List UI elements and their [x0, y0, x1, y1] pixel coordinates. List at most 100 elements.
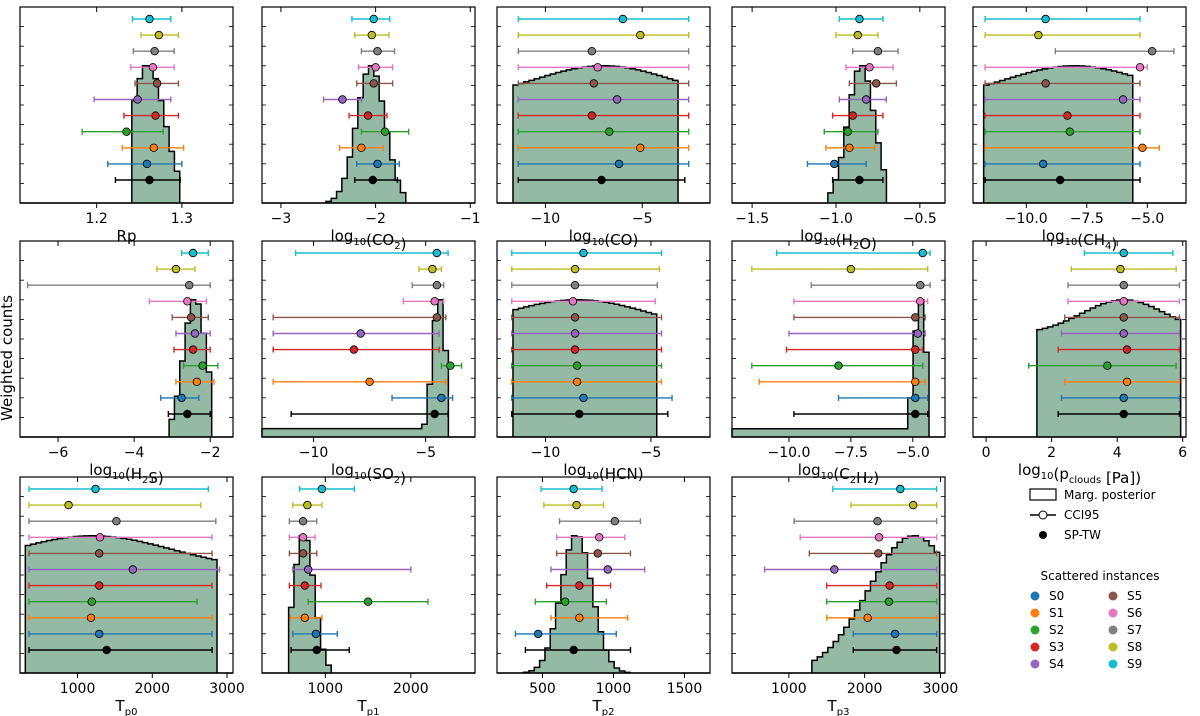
estimate-SP-TW-8 — [793, 409, 929, 419]
estimate-S1-4 — [984, 143, 1161, 152]
legend-instance-S9: S9 — [1108, 657, 1142, 671]
estimate-S1-2 — [517, 143, 690, 152]
estimate-S5-3 — [848, 79, 898, 88]
estimate-S1-0 — [121, 143, 185, 152]
posterior-fill-3 — [732, 65, 945, 203]
estimate-S6-6 — [402, 297, 445, 306]
panel-5: −6 −4 −2 log10(H2S) — [19, 240, 234, 487]
estimate-S4-5 — [175, 329, 211, 338]
tick-label-12-2: 1500 — [667, 681, 703, 697]
tick-label-0-0: 1.2 — [86, 211, 108, 227]
tick-label-13-1: 2000 — [847, 681, 883, 697]
estimate-SP-TW-1 — [354, 175, 399, 185]
legend-label-0: Marg. posterior — [1064, 488, 1156, 502]
panel-9: 0 2 4 6 log10(pclouds [Pa]) — [972, 240, 1187, 487]
legend-instance-S1: S1 — [1030, 606, 1064, 620]
estimate-S3-12 — [546, 581, 612, 590]
estimate-S4-3 — [838, 95, 887, 104]
estimate-S6-1 — [357, 63, 394, 72]
x-axis-label-1: log10(CO2) — [331, 227, 407, 253]
tick-label-11-1: 2000 — [393, 681, 429, 697]
estimate-S0-5 — [160, 393, 200, 403]
x-axis-label-11: Tp1 — [357, 697, 380, 716]
panel-frame-0 — [19, 6, 234, 204]
tick-label-12-0: 500 — [529, 681, 556, 697]
estimate-S2-4 — [984, 127, 1141, 136]
panel-3: −1.5 −1.0 −0.5 log10(H2O) — [731, 6, 946, 253]
estimate-S2-3 — [823, 127, 879, 136]
estimate-S2-12 — [534, 597, 608, 606]
estimate-S3-9 — [1057, 345, 1181, 354]
posterior-fill-13 — [732, 535, 945, 673]
estimate-S4-7 — [511, 329, 663, 338]
estimate-S6-3 — [845, 63, 894, 72]
estimate-S5-13 — [808, 549, 938, 558]
tick-label-5-0: −6 — [48, 445, 69, 461]
tick-label-10-2: 3000 — [209, 681, 245, 697]
legend-instance-S2: S2 — [1030, 623, 1064, 637]
estimate-S2-2 — [517, 127, 690, 136]
posterior-fill-4 — [973, 65, 1186, 203]
estimate-S7-9 — [1067, 281, 1181, 290]
estimate-S6-12 — [555, 533, 626, 542]
tick-label-7-0: −10 — [531, 445, 561, 461]
panel-0: 1.2 1.3 Rp — [19, 6, 234, 245]
x-axis-label-6: log10(SO2) — [331, 461, 406, 487]
estimate-S1-7 — [511, 377, 663, 386]
estimate-S8-11 — [292, 500, 323, 510]
estimate-S8-2 — [517, 30, 690, 40]
posterior-fill-9 — [973, 299, 1186, 437]
estimate-S5-6 — [272, 313, 447, 322]
svg-text:S9: S9 — [1127, 657, 1142, 671]
legend-instance-S7: S7 — [1108, 623, 1142, 637]
panel-10: 1000 2000 3000 Tp0 — [19, 476, 245, 716]
posterior-fill-5 — [20, 299, 233, 437]
estimate-S8-4 — [984, 30, 1141, 40]
y-axis-label: Weighted counts — [0, 295, 16, 421]
estimate-S7-12 — [558, 517, 642, 526]
x-axis-label-12: Tp2 — [592, 697, 615, 716]
estimate-S2-11 — [307, 597, 429, 606]
x-axis-label-7: log10(HCN) — [563, 461, 643, 483]
svg-text:S1: S1 — [1049, 606, 1064, 620]
panel-4: −10.0 −7.5 −5.0 log10(CH4) — [972, 6, 1187, 253]
posterior-outline-4 — [973, 65, 1186, 204]
legend-label-1: CCI95 — [1064, 508, 1100, 522]
estimate-S4-12 — [550, 565, 646, 574]
estimate-S0-8 — [837, 393, 929, 403]
estimate-SP-TW-3 — [831, 175, 884, 185]
estimate-S9-4 — [984, 14, 1141, 24]
tick-label-4-1: −7.5 — [1070, 211, 1104, 227]
estimate-S9-11 — [298, 484, 356, 494]
estimate-S7-3 — [852, 47, 899, 56]
estimate-S2-7 — [511, 361, 663, 370]
estimate-S6-11 — [288, 533, 316, 542]
tick-label-4-2: −5.0 — [1130, 211, 1164, 227]
legend-instance-S5: S5 — [1108, 589, 1142, 603]
estimate-S8-3 — [835, 30, 879, 40]
estimate-S3-5 — [173, 345, 211, 354]
estimate-S2-9 — [1028, 361, 1177, 370]
estimate-S4-9 — [1060, 329, 1181, 338]
estimate-S7-13 — [793, 517, 938, 526]
estimate-S3-10 — [28, 581, 213, 590]
estimate-S5-5 — [171, 313, 209, 322]
estimate-S6-2 — [517, 63, 690, 72]
x-axis-label-2: log10(CO) — [569, 227, 639, 249]
svg-text:S5: S5 — [1127, 589, 1142, 603]
tick-label-1-2: −1 — [460, 211, 481, 227]
estimate-S7-8 — [810, 281, 931, 290]
x-axis-label-0: Rp — [117, 227, 137, 245]
posterior-fill-1 — [262, 65, 475, 203]
estimate-S0-11 — [292, 629, 338, 639]
estimate-S1-5 — [175, 377, 215, 386]
posterior-fill-12 — [497, 535, 710, 673]
estimate-S0-12 — [514, 629, 617, 639]
estimate-S9-6 — [294, 248, 449, 258]
estimate-S9-3 — [838, 14, 884, 24]
estimate-SP-TW-7 — [511, 409, 669, 419]
estimate-S6-5 — [148, 297, 208, 306]
estimate-S9-5 — [180, 248, 209, 258]
estimate-S0-13 — [852, 629, 938, 639]
